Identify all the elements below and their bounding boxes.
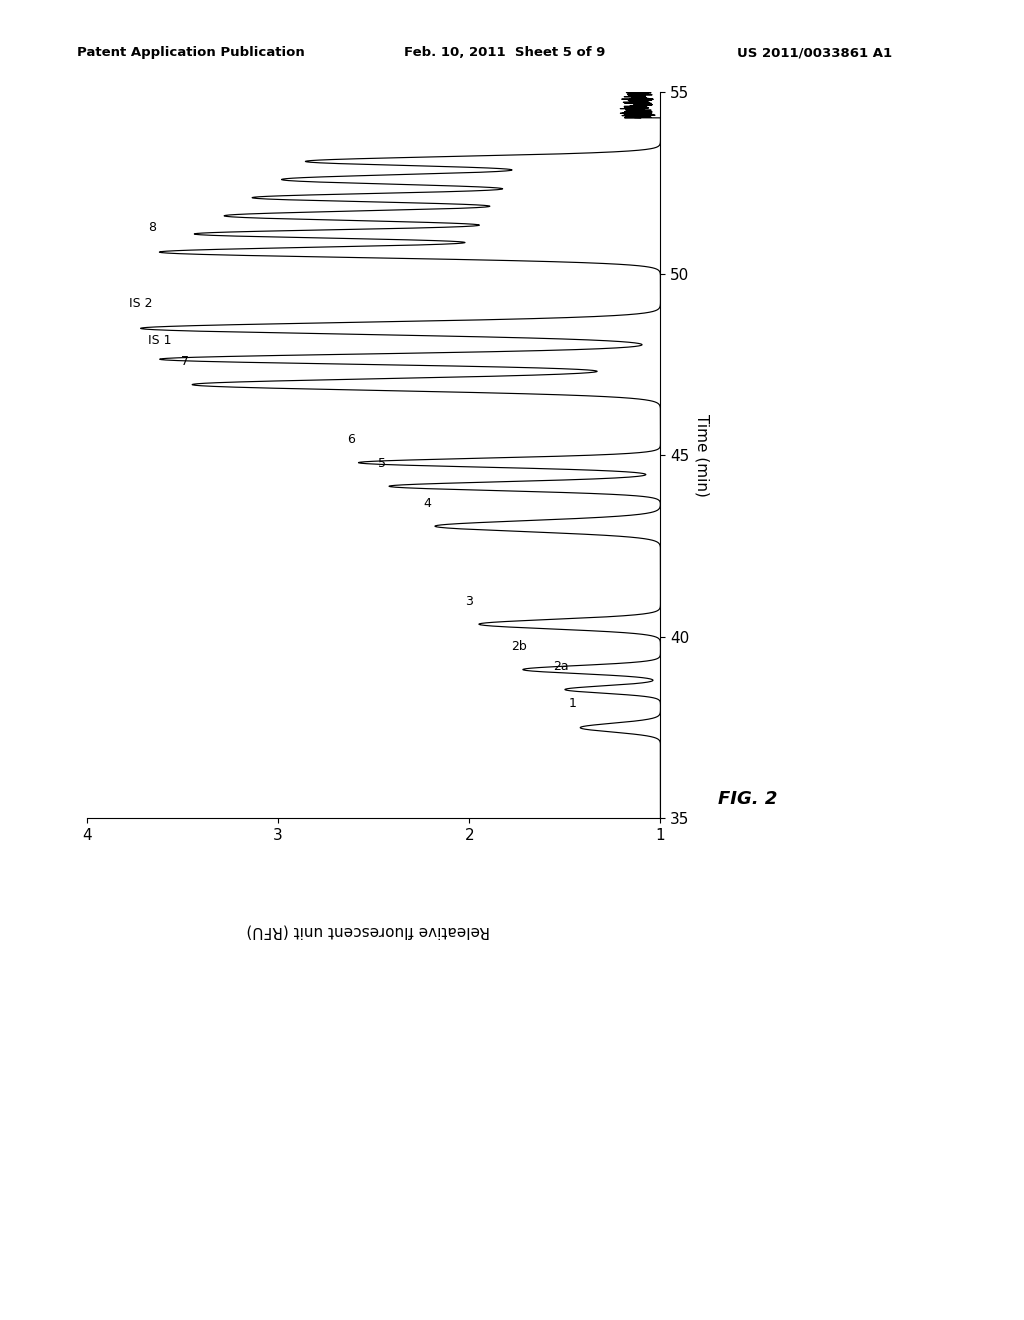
Text: 2a: 2a [553,660,569,673]
Text: FIG. 2: FIG. 2 [718,789,777,808]
Y-axis label: Time (min): Time (min) [694,414,709,496]
Text: US 2011/0033861 A1: US 2011/0033861 A1 [737,46,892,59]
Text: 5: 5 [378,457,386,470]
Text: 6: 6 [347,433,355,446]
Text: Releative fluorescent unit (RFU): Releative fluorescent unit (RFU) [247,923,490,939]
Text: 1: 1 [568,697,577,710]
Text: 7: 7 [180,355,188,368]
Text: IS 1: IS 1 [148,334,172,347]
Text: IS 2: IS 2 [129,297,153,310]
Text: 8: 8 [148,220,157,234]
Text: 3: 3 [466,595,473,609]
Text: Patent Application Publication: Patent Application Publication [77,46,304,59]
Text: 4: 4 [424,496,431,510]
Text: Feb. 10, 2011  Sheet 5 of 9: Feb. 10, 2011 Sheet 5 of 9 [404,46,606,59]
Text: 2b: 2b [511,640,527,653]
